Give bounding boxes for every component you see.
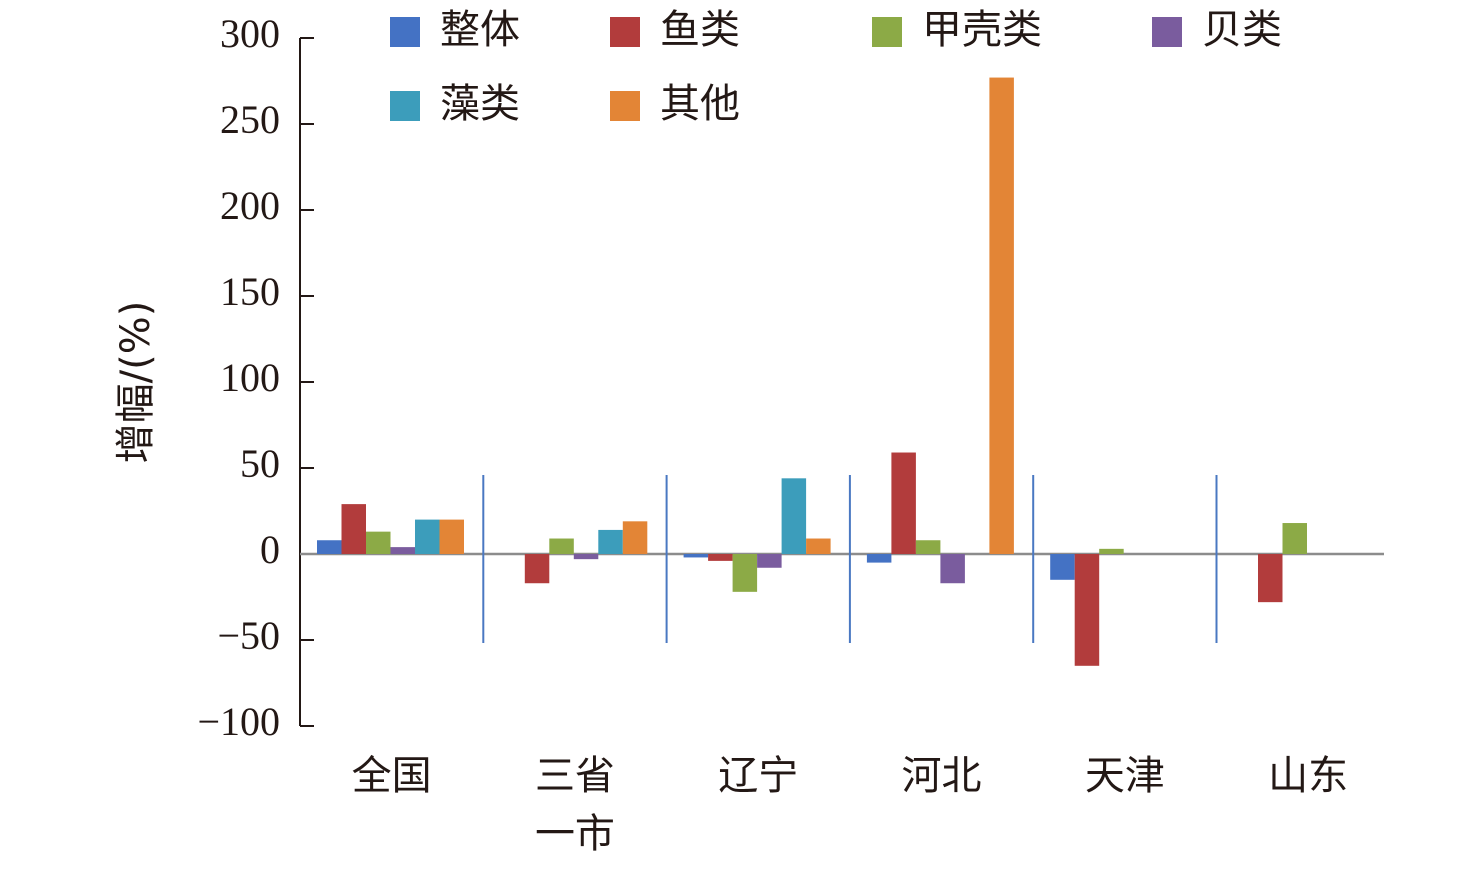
legend-label: 藻类 — [440, 81, 520, 127]
bar-鱼类-辽宁 — [708, 554, 733, 561]
bar-鱼类-山东 — [1258, 554, 1283, 603]
bar-其他-河北 — [989, 77, 1014, 554]
legend-swatch — [390, 17, 420, 47]
bars — [317, 77, 1307, 666]
bar-甲壳类-河北 — [915, 540, 941, 554]
category-label: 三省 — [535, 753, 615, 799]
y-tick-label: 200 — [220, 183, 280, 228]
bar-其他-全国 — [439, 519, 464, 554]
y-tick-label: 0 — [260, 527, 280, 572]
legend-swatch — [390, 91, 420, 121]
y-tick-label: −50 — [217, 613, 280, 658]
legend-label: 其他 — [660, 81, 740, 127]
bar-贝类-辽宁 — [757, 554, 782, 568]
bar-甲壳类-全国 — [366, 531, 391, 554]
bar-整体-天津 — [1050, 554, 1075, 580]
legend-label: 贝类 — [1202, 7, 1282, 53]
bar-藻类-全国 — [415, 519, 440, 554]
bar-藻类-三省一市 — [598, 529, 623, 554]
y-tick-label: −100 — [197, 699, 280, 744]
bar-甲壳类-三省一市 — [549, 538, 574, 554]
legend-label: 整体 — [440, 7, 520, 53]
y-tick-label: 50 — [240, 441, 280, 486]
bar-鱼类-三省一市 — [524, 554, 550, 584]
category-label: 河北 — [902, 753, 982, 799]
bar-鱼类-全国 — [341, 504, 366, 554]
y-tick-label: 150 — [220, 269, 280, 314]
bar-整体-河北 — [866, 554, 892, 563]
bar-甲壳类-辽宁 — [732, 554, 758, 592]
bar-甲壳类-山东 — [1282, 523, 1307, 554]
category-label: 辽宁 — [718, 753, 798, 799]
category-label: 一市 — [535, 811, 615, 857]
legend-label: 甲壳类 — [922, 7, 1042, 53]
bar-贝类-全国 — [390, 547, 415, 554]
y-axis-title: 增幅/(%) — [113, 301, 159, 464]
bar-藻类-辽宁 — [781, 478, 807, 554]
legend-label: 鱼类 — [660, 7, 740, 53]
bar-鱼类-天津 — [1074, 554, 1100, 666]
bar-甲壳类-天津 — [1099, 548, 1124, 554]
category-label: 山东 — [1268, 753, 1348, 799]
y-tick-label: 100 — [220, 355, 280, 400]
bar-其他-三省一市 — [622, 521, 648, 554]
bar-贝类-三省一市 — [573, 554, 599, 560]
legend-swatch — [610, 91, 640, 121]
category-label: 天津 — [1085, 753, 1165, 799]
legend-swatch — [872, 17, 902, 47]
bar-鱼类-河北 — [891, 452, 916, 554]
bar-整体-全国 — [317, 540, 342, 554]
y-tick-label: 250 — [220, 97, 280, 142]
legend-swatch — [610, 17, 640, 47]
axes — [299, 37, 1384, 727]
bar-整体-辽宁 — [683, 554, 709, 558]
bar-其他-辽宁 — [806, 538, 831, 554]
category-label: 全国 — [352, 753, 432, 799]
bar-贝类-河北 — [940, 554, 965, 584]
y-tick-label: 300 — [220, 11, 280, 56]
legend-swatch — [1152, 17, 1182, 47]
